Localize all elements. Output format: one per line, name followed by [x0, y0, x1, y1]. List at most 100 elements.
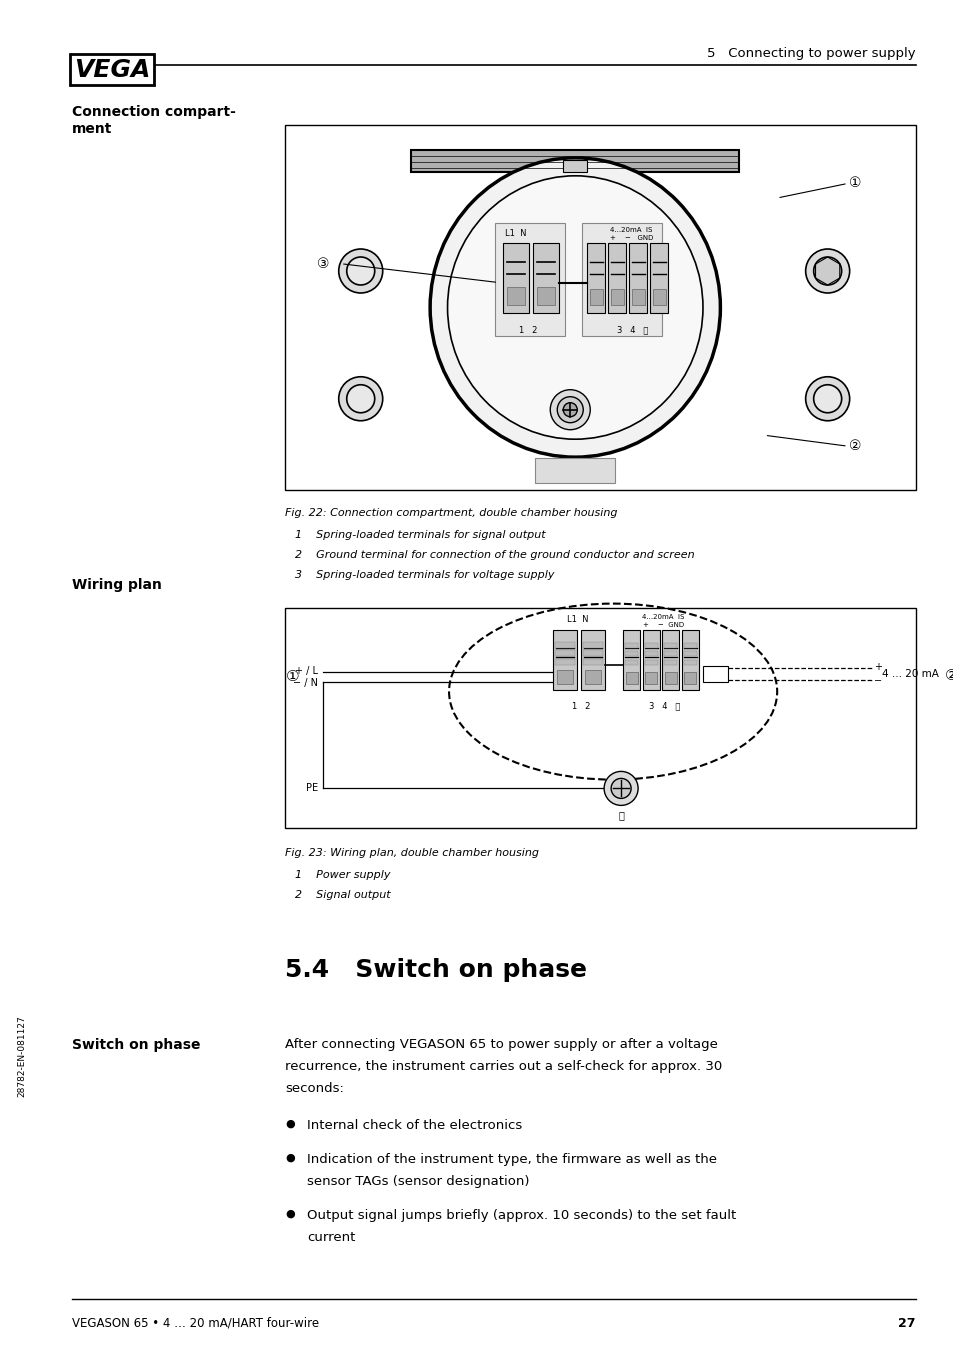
- Bar: [644, 672, 657, 684]
- Circle shape: [805, 249, 849, 292]
- Text: Switch on phase: Switch on phase: [71, 1039, 200, 1052]
- Text: ②: ②: [848, 439, 861, 454]
- Bar: [555, 650, 575, 655]
- Text: Fig. 22: Connection compartment, double chamber housing: Fig. 22: Connection compartment, double …: [285, 508, 617, 519]
- Text: 3    Spring-loaded terminals for voltage supply: 3 Spring-loaded terminals for voltage su…: [294, 570, 554, 580]
- Text: VEGASON 65 • 4 … 20 mA/HART four-wire: VEGASON 65 • 4 … 20 mA/HART four-wire: [71, 1317, 319, 1330]
- Text: ⏚: ⏚: [618, 811, 623, 821]
- Bar: [285, 125, 915, 490]
- Bar: [644, 643, 657, 647]
- Text: current: current: [307, 1231, 355, 1244]
- Bar: [622, 630, 639, 689]
- Text: ①: ①: [286, 669, 299, 684]
- Circle shape: [557, 397, 582, 422]
- Bar: [589, 290, 602, 305]
- Circle shape: [603, 772, 638, 806]
- Text: sensor TAGs (sensor designation): sensor TAGs (sensor designation): [307, 1175, 529, 1187]
- Text: After connecting VEGASON 65 to power supply or after a voltage: After connecting VEGASON 65 to power sup…: [285, 1039, 717, 1051]
- Ellipse shape: [447, 176, 702, 439]
- Text: ●: ●: [285, 1118, 294, 1129]
- Text: +: +: [873, 662, 881, 672]
- Bar: [680, 630, 698, 689]
- Bar: [555, 658, 575, 665]
- Bar: [683, 672, 696, 684]
- Text: Internal check of the electronics: Internal check of the electronics: [307, 1118, 521, 1132]
- Bar: [535, 458, 615, 482]
- Bar: [652, 290, 665, 305]
- Bar: [631, 290, 644, 305]
- Text: + / L: + / L: [294, 666, 317, 676]
- Bar: [587, 242, 604, 313]
- Bar: [533, 242, 558, 313]
- Bar: [608, 242, 625, 313]
- Bar: [495, 222, 565, 336]
- Bar: [624, 651, 638, 655]
- Text: ①: ①: [848, 176, 861, 191]
- Bar: [553, 630, 577, 689]
- Text: Wiring plan: Wiring plan: [71, 578, 162, 592]
- Bar: [582, 650, 602, 655]
- Text: 4 ... 20 mA: 4 ... 20 mA: [881, 669, 938, 678]
- Bar: [625, 672, 637, 684]
- Text: ●: ●: [285, 1209, 294, 1219]
- Text: 2    Ground terminal for connection of the ground conductor and screen: 2 Ground terminal for connection of the …: [294, 550, 694, 561]
- Ellipse shape: [430, 158, 720, 458]
- Circle shape: [338, 249, 382, 292]
- Bar: [285, 608, 915, 829]
- Text: 1    Power supply: 1 Power supply: [294, 871, 390, 880]
- Text: 2    Signal output: 2 Signal output: [294, 890, 390, 900]
- Bar: [629, 242, 646, 313]
- Bar: [644, 659, 657, 665]
- Bar: [642, 630, 659, 689]
- Text: ②: ②: [944, 668, 953, 684]
- Text: 1   2: 1 2: [572, 701, 590, 711]
- Bar: [562, 161, 587, 172]
- Bar: [557, 670, 573, 684]
- Bar: [555, 642, 575, 647]
- Text: 28782-EN-081127: 28782-EN-081127: [17, 1016, 27, 1097]
- Bar: [581, 222, 661, 336]
- Bar: [644, 651, 657, 655]
- Text: L1  N: L1 N: [567, 615, 588, 624]
- Text: +    −  GND: + − GND: [642, 621, 683, 628]
- Text: ●: ●: [285, 1154, 294, 1163]
- Circle shape: [611, 779, 631, 799]
- Text: 5.4   Switch on phase: 5.4 Switch on phase: [285, 959, 586, 982]
- Text: Indication of the instrument type, the firmware as well as the: Indication of the instrument type, the f…: [307, 1154, 717, 1166]
- Text: −: −: [873, 676, 881, 685]
- Text: 1    Spring-loaded terminals for signal output: 1 Spring-loaded terminals for signal out…: [294, 529, 545, 540]
- Bar: [537, 287, 555, 305]
- Bar: [650, 242, 667, 313]
- Text: Connection compart-
ment: Connection compart- ment: [71, 106, 235, 137]
- Bar: [661, 630, 679, 689]
- Text: 3   4   ⏚: 3 4 ⏚: [616, 325, 647, 334]
- Bar: [370, 135, 780, 471]
- Circle shape: [346, 385, 375, 413]
- Bar: [507, 287, 525, 305]
- Circle shape: [338, 376, 382, 421]
- Text: ③: ③: [316, 257, 329, 271]
- Circle shape: [550, 390, 590, 429]
- Circle shape: [813, 385, 841, 413]
- Bar: [582, 642, 602, 647]
- Bar: [584, 670, 600, 684]
- Text: L1  N: L1 N: [504, 229, 525, 237]
- Bar: [663, 659, 677, 665]
- Text: PE: PE: [305, 784, 317, 793]
- Bar: [580, 630, 604, 689]
- Bar: [624, 643, 638, 647]
- Text: Fig. 23: Wiring plan, double chamber housing: Fig. 23: Wiring plan, double chamber hou…: [285, 848, 538, 858]
- Text: +    −   GND: + − GND: [609, 234, 652, 241]
- Bar: [683, 643, 696, 647]
- Bar: [664, 672, 676, 684]
- Bar: [624, 659, 638, 665]
- Text: 4...20mA  IS: 4...20mA IS: [609, 226, 652, 233]
- Text: 4...20mA  IS: 4...20mA IS: [641, 613, 683, 620]
- Bar: [702, 666, 727, 681]
- Text: 5   Connecting to power supply: 5 Connecting to power supply: [706, 47, 915, 60]
- Text: Output signal jumps briefly (approx. 10 seconds) to the set fault: Output signal jumps briefly (approx. 10 …: [307, 1209, 736, 1223]
- Bar: [582, 658, 602, 665]
- Bar: [683, 651, 696, 655]
- Text: 1   2: 1 2: [518, 325, 537, 334]
- Text: seconds:: seconds:: [285, 1082, 343, 1095]
